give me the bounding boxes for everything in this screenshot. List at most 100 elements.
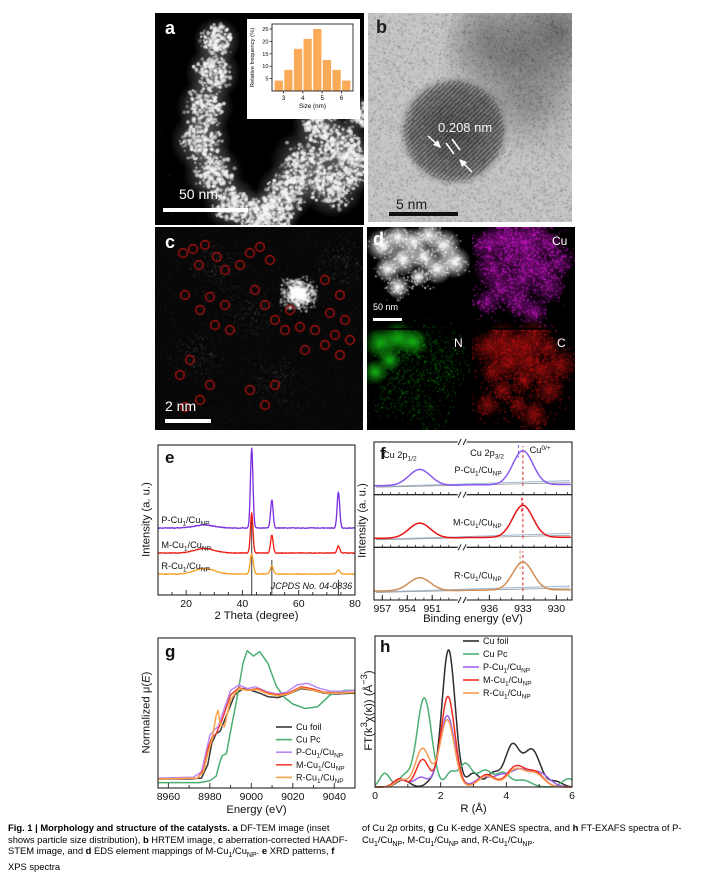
panel-b-scalebar <box>389 212 458 216</box>
svg-text:Cu Pc: Cu Pc <box>483 649 508 659</box>
svg-text:M-Cu1/CuNP: M-Cu1/CuNP <box>483 675 532 688</box>
svg-text:9020: 9020 <box>281 791 305 803</box>
svg-text:Cu0/+: Cu0/+ <box>530 445 551 455</box>
svg-text:P-Cu1/CuNP: P-Cu1/CuNP <box>483 662 530 675</box>
panel-label-h: h <box>380 637 391 656</box>
svg-text:2: 2 <box>438 790 444 802</box>
map-label-cu: Cu <box>552 234 568 248</box>
map-label-c: C <box>557 336 566 350</box>
xrd-chart: P-Cu1/CuNP M-Cu1/CuNP R-Cu1/CuNP 20 40 60 80 JC… <box>132 436 364 628</box>
svg-text:80: 80 <box>349 598 361 610</box>
panel-label-c: c <box>165 232 176 252</box>
lattice-spacing-annotation: 0.208 nm <box>438 120 493 135</box>
svg-text:5: 5 <box>265 77 268 83</box>
panel-a-scalebar-text: 50 nm <box>179 186 218 202</box>
exafs-x-axis-label: R (Å) <box>460 803 487 815</box>
svg-text:R-Cu1/CuNP: R-Cu1/CuNP <box>483 688 531 701</box>
caption-left-column: Fig. 1 | Morphology and structure of the… <box>8 822 348 872</box>
svg-text:25: 25 <box>262 27 268 33</box>
svg-text:10: 10 <box>262 64 268 70</box>
svg-text:40: 40 <box>237 598 249 610</box>
xrd-y-axis-label: Intensity (a. u.) <box>140 482 153 557</box>
panel-c-scalebar <box>165 419 211 423</box>
svg-text:6: 6 <box>340 96 344 102</box>
svg-text:4: 4 <box>301 96 305 102</box>
map-label-n: N <box>454 336 463 350</box>
svg-text:3: 3 <box>282 96 286 102</box>
haadf-micrograph <box>155 227 363 430</box>
figure-caption: Fig. 1 | Morphology and structure of the… <box>8 822 706 873</box>
panel-label-a: a <box>165 18 176 38</box>
svg-text:936: 936 <box>481 603 499 615</box>
svg-text:20: 20 <box>262 39 268 45</box>
svg-text:M-Cu1/CuNP: M-Cu1/CuNP <box>453 518 502 531</box>
svg-text:JCPDS No. 04-0836: JCPDS No. 04-0836 <box>270 581 353 591</box>
panel-d-scalebar-text: 50 nm <box>373 302 399 312</box>
xps-x-axis-label: Binding energy (eV) <box>423 613 523 625</box>
svg-text:R-Cu1/CuNP: R-Cu1/CuNP <box>296 772 344 785</box>
svg-text:P-Cu1/CuNP: P-Cu1/CuNP <box>161 515 210 528</box>
exafs-y-axis-label: FT(k3χ(κ)) (Å−3) <box>358 670 375 751</box>
caption-right-column: of Cu 2p orbits, g Cu K-edge XANES spect… <box>362 822 682 848</box>
svg-text:P-Cu1/CuNP: P-Cu1/CuNP <box>296 747 343 760</box>
svg-text:5: 5 <box>320 96 324 102</box>
panel-label-d: d <box>373 229 384 249</box>
panel-b-hrtem-image: b 0.208 nm 5 nm <box>368 13 572 222</box>
svg-text:15: 15 <box>262 52 268 58</box>
svg-text:Size (nm): Size (nm) <box>299 103 326 110</box>
svg-text:Cu 2p1/2: Cu 2p1/2 <box>383 450 417 463</box>
svg-text:M-Cu1/CuNP: M-Cu1/CuNP <box>161 540 211 553</box>
xrd-plot: P-Cu1/CuNP M-Cu1/CuNP R-Cu1/CuNP 20 40 60 80 JC… <box>157 444 361 610</box>
panel-label-g: g <box>165 642 176 661</box>
exafs-chart: 0 2 4 6 Cu foil Cu Pc P-Cu1/CuNP M-Cu1/CuNP R-Cu… <box>349 627 581 822</box>
svg-text:M-Cu1/CuNP: M-Cu1/CuNP <box>296 760 345 773</box>
panel-label-e: e <box>165 448 175 467</box>
svg-text:957: 957 <box>374 603 392 615</box>
svg-text:4: 4 <box>503 790 509 802</box>
panel-c-haadf-stem-image: c 2 nm <box>155 227 363 430</box>
xanes-x-axis-label: Energy (eV) <box>226 804 287 816</box>
panel-label-b: b <box>376 17 387 37</box>
svg-text:Cu 2p3/2: Cu 2p3/2 <box>470 448 504 461</box>
panel-a-scalebar <box>163 208 248 212</box>
panel-b-scalebar-text: 5 nm <box>396 196 428 212</box>
svg-text:9000: 9000 <box>240 791 264 803</box>
svg-text:8980: 8980 <box>198 791 222 803</box>
svg-text:0: 0 <box>372 790 378 802</box>
xanes-plot: 8960 8980 9000 9020 9040 Cu foil Cu Pc P-Cu1/Cu… <box>157 637 356 803</box>
xps-y-axis-label: Intensity (a. u.) <box>356 483 369 558</box>
panel-c-scalebar-text: 2 nm <box>165 398 197 414</box>
svg-text:20: 20 <box>180 598 192 610</box>
xps-plot: P-Cu1/CuNP M-Cu1/CuNP R-Cu1/CuNP 957 954 951 9… <box>373 438 573 615</box>
svg-text:R-Cu1/CuNP: R-Cu1/CuNP <box>161 561 210 574</box>
svg-text:60: 60 <box>293 598 305 610</box>
svg-text:Cu foil: Cu foil <box>296 722 322 732</box>
xps-chart: P-Cu1/CuNP M-Cu1/CuNP R-Cu1/CuNP 957 954 951 9… <box>349 436 581 628</box>
svg-text:951: 951 <box>423 603 441 615</box>
svg-text:954: 954 <box>398 603 416 615</box>
particle-size-histogram-inset: 5 10 15 20 25 3 4 5 6 Size (nm) Relative frequency… <box>247 19 360 119</box>
svg-text:Relative frequency (%): Relative frequency (%) <box>250 28 256 88</box>
svg-text:930: 930 <box>548 603 566 615</box>
panel-a-dftem-image: a 5 10 15 20 25 3 4 5 6 Size (nm) Relative frequen… <box>155 13 364 225</box>
xanes-chart: 8960 8980 9000 9020 9040 Cu foil Cu Pc P-Cu1/Cu… <box>132 627 364 822</box>
svg-text:8960: 8960 <box>157 791 181 803</box>
hrtem-micrograph <box>368 13 572 222</box>
xrd-x-axis-label: 2 Theta (degree) <box>214 610 299 622</box>
exafs-plot: 0 2 4 6 Cu foil Cu Pc P-Cu1/CuNPM-Cu1/CuNPR-Cu… <box>372 635 575 802</box>
panel-label-f: f <box>380 444 386 463</box>
svg-text:6: 6 <box>569 790 575 802</box>
svg-text:P-Cu1/CuNP: P-Cu1/CuNP <box>455 465 502 478</box>
eds-map-grid <box>367 227 575 430</box>
svg-text:Cu Pc: Cu Pc <box>296 735 321 745</box>
xanes-y-axis-label: Normalized μ(E) <box>140 671 153 754</box>
svg-text:Cu foil: Cu foil <box>483 636 509 646</box>
lattice-spacing-arrows <box>427 135 473 173</box>
svg-text:933: 933 <box>514 603 532 615</box>
svg-text:9040: 9040 <box>323 791 347 803</box>
panel-d-scalebar <box>373 318 402 321</box>
svg-text:R-Cu1/CuNP: R-Cu1/CuNP <box>454 570 502 583</box>
panel-d-eds-maps: d 50 nm Cu N C <box>367 227 575 430</box>
histogram-chart: 5 10 15 20 25 3 4 5 6 Size (nm) Relative frequency… <box>250 23 354 110</box>
